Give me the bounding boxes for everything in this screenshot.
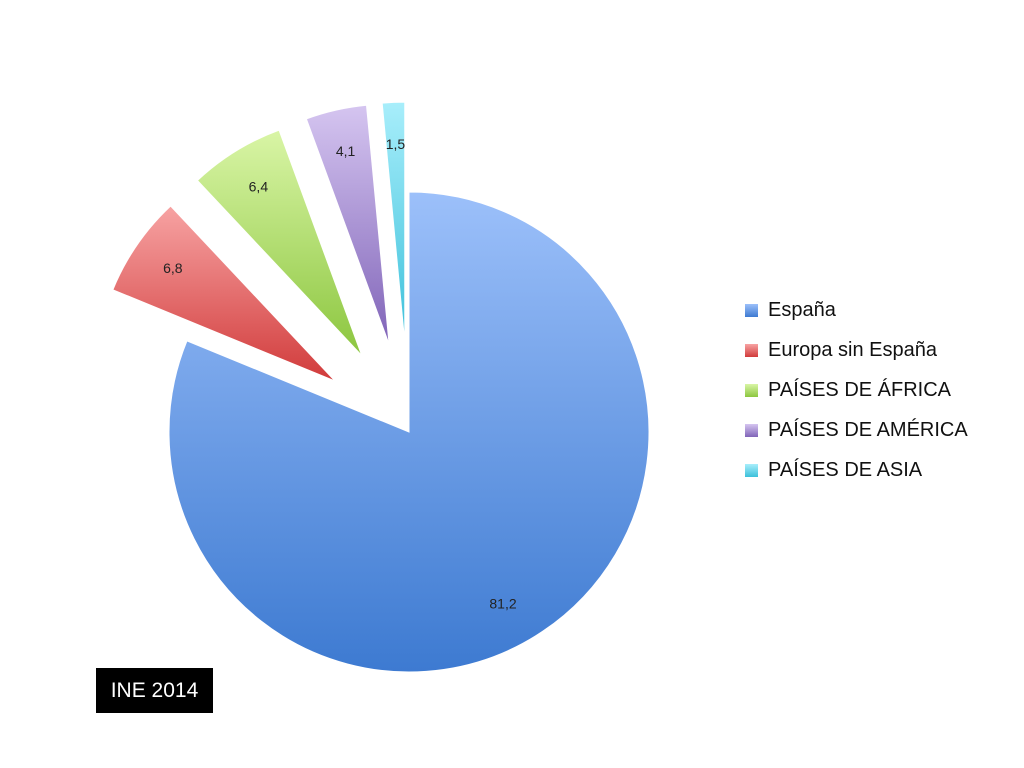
pie-slice-europa-sin-espana [112,205,336,382]
legend-swatch [745,423,758,437]
data-label-europa-sin-espana: 6,8 [163,260,183,276]
data-label-espana: 81,2 [489,595,516,611]
data-label-paises-de-africa: 6,4 [249,179,269,195]
legend-label: Europa sin España [768,338,938,361]
legend-item-paises-de-africa: PAÍSES DE ÁFRICA [745,370,968,410]
pie-slice-paises-de-america [305,104,390,345]
legend-swatch [745,303,758,317]
legend-label: PAÍSES DE AMÉRICA [768,418,968,441]
source-badge: INE 2014 [96,668,213,713]
chart-legend: España Europa sin España PAÍSES DE ÁFRICA P… [745,290,968,490]
legend-swatch [745,383,758,397]
pie-slice-paises-de-africa [196,129,363,356]
pie-slices [112,101,650,673]
legend-label: PAÍSES DE ÁFRICA [768,378,952,401]
legend-item-paises-de-america: PAÍSES DE AMÉRICA [745,410,968,450]
pie-slice-espana [168,191,650,673]
legend-item-europa-sin-espana: Europa sin España [745,330,968,370]
legend-item-espana: España [745,290,968,330]
legend-item-paises-de-asia: PAÍSES DE ASIA [745,450,968,490]
legend-label: PAÍSES DE ASIA [768,458,923,481]
data-labels: 81,2 6,8 6,4 4,1 1,5 [163,136,517,611]
legend-swatch [745,343,758,357]
legend-label: España [768,298,836,321]
data-label-paises-de-asia: 1,5 [386,136,406,152]
pie-slice-paises-de-asia [381,101,406,343]
legend-swatch [745,463,758,477]
data-label-paises-de-america: 4,1 [336,143,356,159]
